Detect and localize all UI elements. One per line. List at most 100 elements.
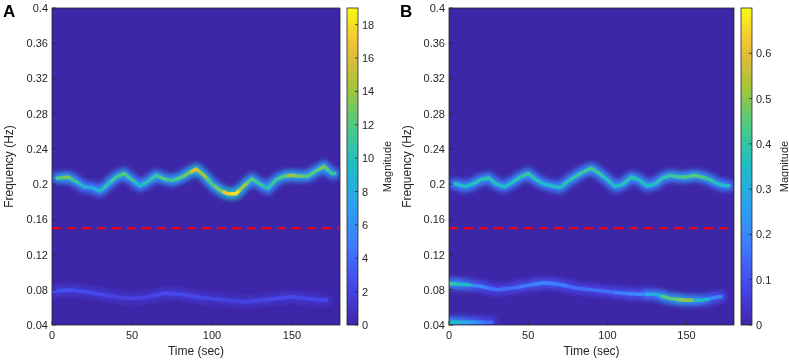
ridge-cell xyxy=(489,288,505,290)
y-tick xyxy=(449,113,453,114)
colorbar-tick xyxy=(749,279,752,280)
ridge-cell xyxy=(722,183,729,187)
colorbar-tick xyxy=(749,325,752,326)
ridge-cell xyxy=(92,293,108,296)
y-tick-label: 0.04 xyxy=(424,319,445,331)
ridge-halo xyxy=(584,289,600,291)
y-tick xyxy=(52,113,56,114)
ridge-halo xyxy=(204,298,220,300)
ridge-cell xyxy=(188,296,204,298)
ridge-halo xyxy=(172,294,188,296)
ridge-cell xyxy=(76,291,92,293)
y-tick xyxy=(449,43,453,44)
x-tick-label: 0 xyxy=(49,329,55,341)
ridge-halo xyxy=(615,292,631,293)
ridge-halo xyxy=(489,288,505,290)
ridge-halo xyxy=(316,294,327,306)
colorbar-tick xyxy=(749,189,752,190)
y-tick xyxy=(52,8,56,9)
colorbar-tick xyxy=(749,53,752,54)
x-axis-label: Time (sec) xyxy=(563,344,619,358)
ridge-halo xyxy=(268,298,284,300)
y-tick xyxy=(449,78,453,79)
colorbar-label: Magnitude xyxy=(381,141,393,192)
y-tick xyxy=(52,184,56,185)
panel: 0501001500.040.080.120.160.20.240.280.32… xyxy=(2,2,393,358)
ridge-cell xyxy=(284,295,300,299)
colorbar-tick xyxy=(355,325,358,326)
ridge-glow xyxy=(449,168,729,322)
ridge-cell xyxy=(236,299,252,303)
colorbar-tick-label: 18 xyxy=(362,19,374,31)
ridge-core xyxy=(449,168,729,322)
reference-line xyxy=(449,227,734,229)
colorbar-tick xyxy=(355,258,358,259)
ridge-halo xyxy=(252,299,268,301)
colorbar xyxy=(347,8,358,325)
ridge-glow xyxy=(52,167,335,303)
y-tick xyxy=(52,289,56,290)
y-tick-label: 0.08 xyxy=(424,284,445,296)
panel: 0501001500.040.080.120.160.20.240.280.32… xyxy=(400,2,789,358)
y-tick xyxy=(449,289,453,290)
ridge-cell xyxy=(631,292,647,296)
ridge-cell xyxy=(599,291,615,293)
ridge-halo xyxy=(694,299,710,301)
x-tick xyxy=(607,321,608,325)
y-tick-label: 0.2 xyxy=(33,178,48,190)
ridge-cell xyxy=(108,296,124,298)
colorbar-tick-label: 0.3 xyxy=(756,183,771,195)
ridge-halo xyxy=(485,317,492,325)
y-tick xyxy=(449,219,453,220)
colorbar-tick-label: 12 xyxy=(362,119,374,131)
colorbar-tick xyxy=(355,124,358,125)
ridge-cell xyxy=(568,286,584,289)
ridge-cell xyxy=(647,294,663,296)
colorbar-tick-label: 6 xyxy=(362,219,368,231)
ridge-cell xyxy=(204,298,220,300)
colorbar-tick-label: 0.4 xyxy=(756,138,771,150)
colorbar-tick-label: 0.1 xyxy=(756,274,771,286)
ridge-cell xyxy=(60,288,76,292)
colorbar-tick xyxy=(355,158,358,159)
y-tick xyxy=(52,78,56,79)
ridge-cell xyxy=(268,298,284,300)
ridge-cell xyxy=(694,299,710,301)
colorbar-tick-label: 0 xyxy=(756,319,762,331)
ridge-cell xyxy=(300,298,316,300)
y-tick xyxy=(449,254,453,255)
ridge-halo xyxy=(457,284,473,285)
plot-area xyxy=(449,168,734,322)
ridge-halo xyxy=(504,287,520,289)
colorbar-tick-label: 8 xyxy=(362,186,368,198)
colorbar-tick xyxy=(749,143,752,144)
colorbar-tick xyxy=(355,58,358,59)
y-tick-label: 0.4 xyxy=(33,2,48,14)
x-tick-label: 50 xyxy=(126,329,138,341)
colorbar-tick-label: 0.6 xyxy=(756,47,771,59)
ridge-halo xyxy=(328,170,335,174)
y-tick-label: 0.12 xyxy=(424,249,445,261)
ridge-cell xyxy=(457,284,473,285)
y-tick xyxy=(449,8,453,9)
y-tick xyxy=(52,325,56,326)
plot-background xyxy=(449,8,734,325)
plot-area xyxy=(52,167,340,303)
x-tick xyxy=(449,321,450,325)
ridge-core xyxy=(52,167,335,303)
ridge-cell xyxy=(156,293,172,295)
ridge-cell xyxy=(473,285,489,288)
colorbar-tick-label: 2 xyxy=(362,286,368,298)
ridge-halo xyxy=(300,298,316,300)
colorbar-tick-label: 16 xyxy=(362,52,374,64)
colorbar xyxy=(741,8,752,325)
colorbar-tick xyxy=(355,191,358,192)
plot-frame xyxy=(52,8,340,325)
colorbar-label: Magnitude xyxy=(778,141,789,192)
x-axis-label: Time (sec) xyxy=(168,344,224,358)
ridge-cell xyxy=(316,298,327,302)
y-axis-label: Frequency (Hz) xyxy=(400,125,414,208)
ridge-cell xyxy=(328,170,335,174)
y-tick-label: 0.16 xyxy=(27,213,48,225)
colorbar-tick-label: 4 xyxy=(362,252,368,264)
